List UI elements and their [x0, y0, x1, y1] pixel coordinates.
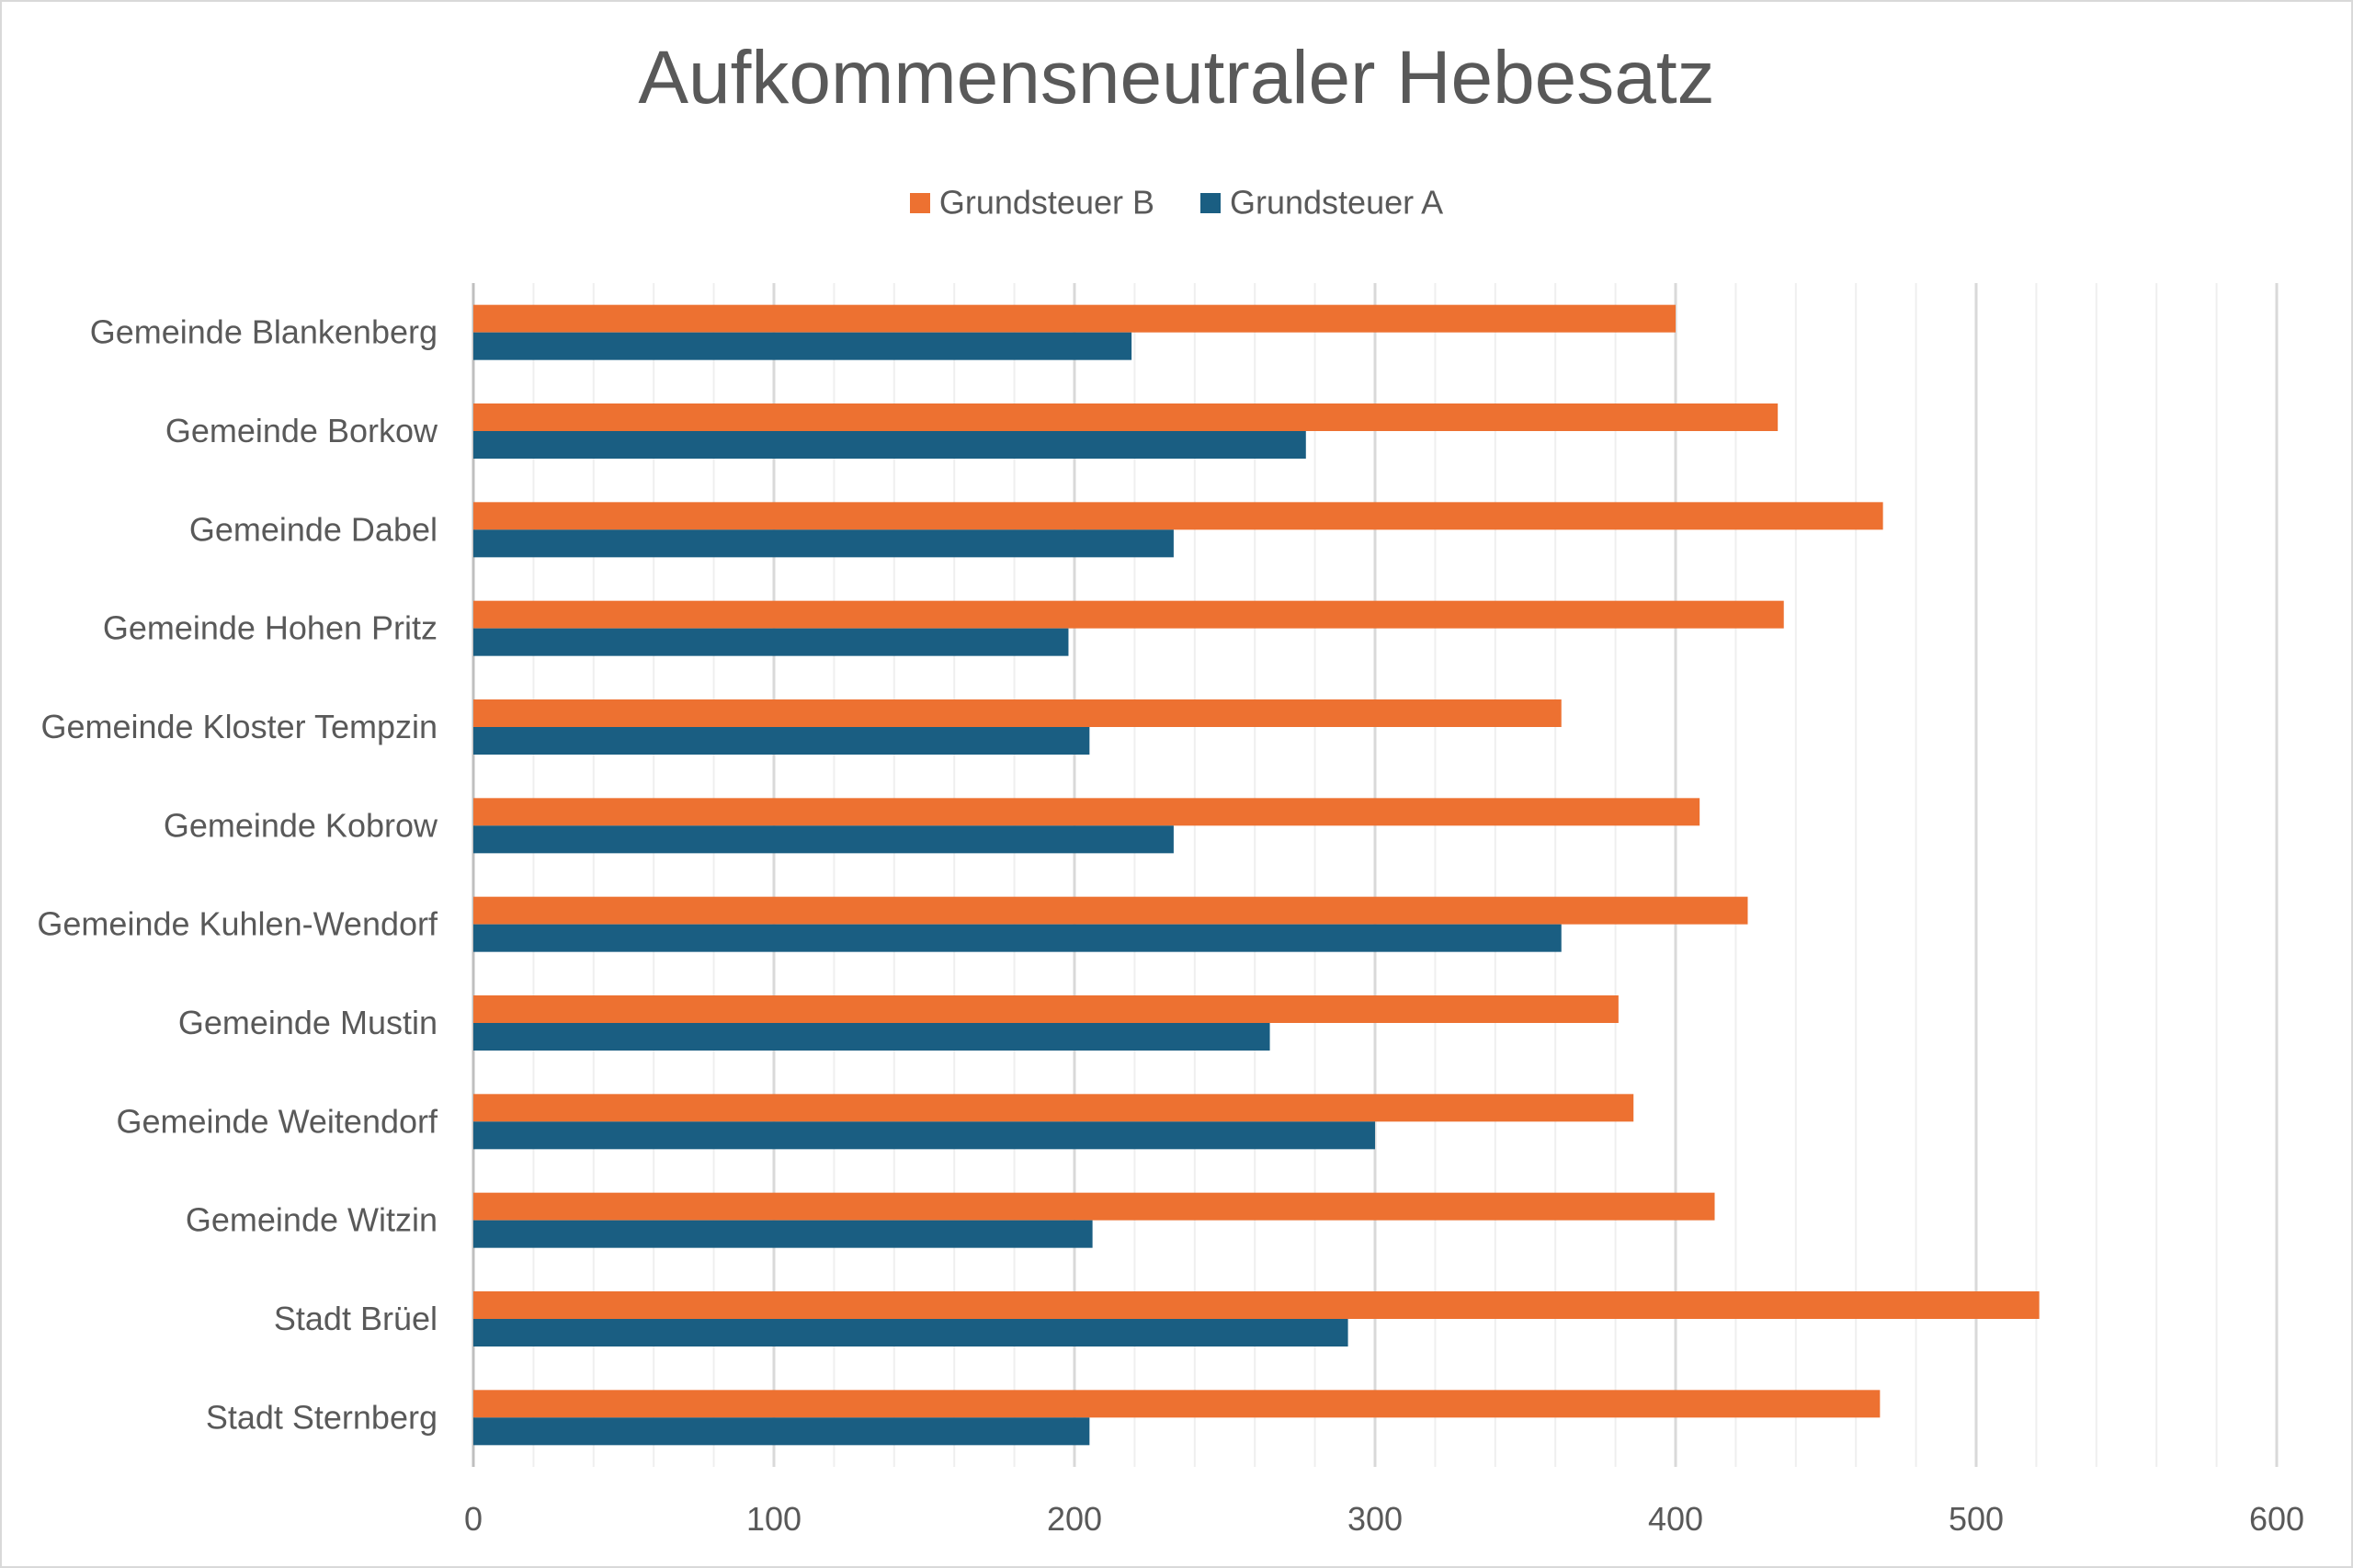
bar-grundsteuer-a — [473, 1121, 1375, 1150]
x-tick-label: 100 — [746, 1500, 801, 1538]
legend-swatch-grundsteuer-a — [1200, 192, 1221, 213]
bar-grundsteuer-b — [473, 1390, 1881, 1418]
category-label: Gemeinde Blankenberg — [90, 313, 438, 351]
legend-label-grundsteuer-a: Grundsteuer A — [1230, 183, 1444, 222]
category-label: Gemeinde Kobrow — [164, 806, 438, 844]
bar-grundsteuer-a — [473, 332, 1132, 360]
category-label: Gemeinde Mustin — [178, 1004, 438, 1041]
bar-grundsteuer-a — [473, 1417, 1090, 1446]
category-label: Gemeinde Dabel — [189, 510, 438, 548]
x-tick-label: 600 — [2249, 1500, 2304, 1538]
bar-grundsteuer-a — [473, 1319, 1348, 1346]
bar-grundsteuer-b — [473, 896, 1748, 925]
x-tick-label: 300 — [1347, 1500, 1403, 1538]
category-label: Gemeinde Kuhlen-Wendorf — [37, 905, 438, 943]
bar-grundsteuer-b — [473, 699, 1562, 727]
bar-grundsteuer-a — [473, 431, 1306, 459]
category-label: Stadt Brüel — [274, 1300, 438, 1337]
category-label: Gemeinde Borkow — [165, 412, 438, 449]
legend-item-grundsteuer-a: Grundsteuer A — [1200, 181, 1443, 222]
bar-grundsteuer-a — [473, 1220, 1093, 1248]
bar-grundsteuer-b — [473, 798, 1700, 826]
category-label: Stadt Sternberg — [206, 1398, 438, 1436]
bar-grundsteuer-a — [473, 924, 1562, 952]
bar-grundsteuer-b — [473, 502, 1883, 530]
category-label: Gemeinde Weitendorf — [116, 1102, 438, 1140]
x-tick-label: 0 — [464, 1500, 483, 1538]
bar-grundsteuer-a — [473, 628, 1069, 656]
legend: Grundsteuer B Grundsteuer A — [0, 180, 2353, 222]
legend-item-grundsteuer-b: Grundsteuer B — [909, 181, 1154, 222]
category-label: Gemeinde Kloster Tempzin — [40, 708, 438, 745]
category-label: Gemeinde Hohen Pritz — [103, 609, 438, 647]
x-tick-label: 200 — [1047, 1500, 1102, 1538]
x-tick-label: 400 — [1648, 1500, 1703, 1538]
bar-grundsteuer-a — [473, 727, 1090, 755]
bar-grundsteuer-a — [473, 529, 1174, 558]
bar-grundsteuer-a — [473, 825, 1174, 854]
x-tick-label: 500 — [1949, 1500, 2004, 1538]
bar-grundsteuer-a — [473, 1023, 1270, 1051]
chart-title: Aufkommensneutraler Hebesatz — [638, 36, 1715, 119]
category-label: Gemeinde Witzin — [186, 1201, 438, 1239]
legend-label-grundsteuer-b: Grundsteuer B — [938, 183, 1154, 222]
bar-grundsteuer-b — [473, 1192, 1715, 1221]
bar-grundsteuer-b — [473, 304, 1676, 333]
bar-grundsteuer-b — [473, 1094, 1634, 1122]
bar-grundsteuer-b — [473, 1291, 2040, 1319]
legend-swatch-grundsteuer-b — [909, 192, 930, 213]
bar-grundsteuer-b — [473, 403, 1779, 431]
bar-grundsteuer-b — [473, 600, 1784, 629]
bar-grundsteuer-b — [473, 995, 1619, 1023]
